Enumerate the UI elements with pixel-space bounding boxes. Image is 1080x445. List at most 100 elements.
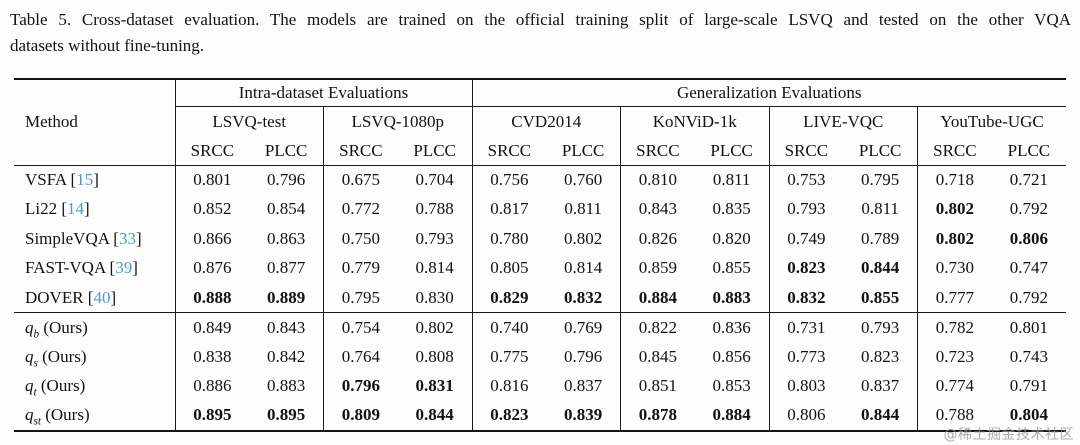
citation-link[interactable]: 39	[115, 258, 133, 278]
metric-value: 0.895	[193, 405, 232, 425]
column-header-srcc: SRCC	[620, 137, 695, 166]
citation-bracket: ]	[93, 170, 99, 189]
metric-value: 0.829	[490, 287, 529, 307]
metric-value: 0.843	[249, 312, 325, 342]
metric-value: 0.780	[490, 228, 529, 248]
caption-line-2: datasets without fine-tuning.	[10, 35, 205, 55]
metric-value: 0.802	[546, 224, 622, 254]
metric-value: 0.854	[249, 194, 325, 224]
metric-value: 0.793	[787, 199, 826, 219]
column-header-plcc: PLCC	[694, 137, 770, 166]
column-header-srcc: SRCC	[323, 137, 398, 166]
method-label: VSFA [15]	[14, 165, 176, 195]
metric-value: 0.788	[397, 194, 473, 224]
method-label: qst (Ours)	[14, 401, 176, 431]
metric-value: 0.802	[935, 199, 974, 219]
method-math-symbol: q	[25, 346, 34, 366]
metric-value: 0.731	[769, 312, 844, 342]
metric-value: 0.826	[638, 228, 677, 248]
table-row: qs (Ours) 0.838 0.842 0.764 0.808 0.775 0.796 0…	[14, 342, 1066, 372]
metric-value: 0.811	[694, 165, 770, 195]
table-row: FAST-VQA [39] 0.876 0.877 0.779 0.814 0.805 0.…	[14, 253, 1066, 283]
metric-value: 0.804	[1009, 405, 1048, 425]
metric-value: 0.743	[1009, 346, 1048, 366]
metric-value: 0.855	[694, 253, 770, 283]
metric-value: 0.782	[917, 312, 992, 342]
metric-value: 0.704	[397, 165, 473, 195]
metric-value: 0.831	[397, 371, 473, 401]
method-ours-note: (Ours)	[36, 376, 86, 396]
table-caption: Table 5. Cross-dataset evaluation. The m…	[10, 7, 1071, 58]
method-math-symbol: q	[25, 376, 34, 396]
metric-value: 0.823	[843, 342, 919, 372]
metric-value: 0.810	[638, 170, 677, 189]
metric-value: 0.876	[193, 258, 232, 278]
citation-bracket: ]	[84, 199, 90, 219]
table-row: DOVER [40] 0.888 0.889 0.795 0.830 0.829 0.832…	[14, 283, 1066, 313]
metric-value: 0.808	[397, 342, 473, 372]
method-math-subscript: b	[33, 327, 40, 340]
table-header: Method Intra-dataset Evaluations General…	[14, 79, 1066, 166]
citation-link[interactable]: 40	[93, 287, 111, 307]
column-header-youtube-ugc: YouTube-UGC	[940, 111, 1044, 131]
method-label: DOVER [40]	[14, 283, 176, 313]
metric-value: 0.823	[490, 405, 529, 425]
method-name: FAST-VQA [	[25, 258, 116, 278]
metric-value: 0.837	[546, 371, 622, 401]
column-header-srcc: SRCC	[175, 137, 250, 166]
table-body: VSFA [15] 0.801 0.796 0.675 0.704 0.756 0.760 0…	[14, 165, 1066, 431]
group-header-row: Method Intra-dataset Evaluations General…	[14, 79, 1066, 166]
column-group-intra-dataset: Intra-dataset Evaluations	[175, 79, 473, 107]
metric-value: 0.811	[546, 194, 622, 224]
metric-value: 0.832	[546, 283, 622, 313]
column-header-plcc: PLCC	[991, 137, 1066, 166]
metric-value: 0.849	[175, 312, 250, 342]
metric-value: 0.802	[935, 228, 974, 248]
citation-link[interactable]: 14	[67, 199, 85, 219]
column-header-plcc: PLCC	[843, 137, 919, 166]
column-header-method: Method	[14, 79, 176, 166]
column-header-lsvq-1080p: LSVQ-1080p	[323, 106, 473, 137]
method-label: qt (Ours)	[14, 371, 176, 401]
metric-value: 0.796	[341, 376, 380, 396]
metric-value: 0.832	[787, 287, 826, 307]
metric-value: 0.769	[546, 312, 622, 342]
metric-value: 0.806	[1009, 228, 1048, 248]
metric-value: 0.895	[249, 401, 325, 431]
method-name: Li22 [	[25, 199, 68, 219]
metric-value: 0.788	[935, 405, 974, 425]
metric-value: 0.839	[546, 401, 622, 431]
method-label: Li22 [14]	[14, 194, 176, 224]
table-row: qst (Ours) 0.895 0.895 0.809 0.844 0.823 0.839…	[14, 401, 1066, 431]
metric-value: 0.795	[341, 287, 380, 307]
method-name: VSFA [	[25, 170, 77, 189]
metric-value: 0.740	[472, 312, 547, 342]
metric-value: 0.779	[341, 258, 380, 278]
metric-value: 0.723	[935, 346, 974, 366]
method-math-subscript: t	[33, 386, 37, 399]
metric-value: 0.889	[249, 283, 325, 313]
metric-value: 0.877	[249, 253, 325, 283]
dataset-header-row: LSVQ-test LSVQ-1080p CVD2014 KoNViD-1k L…	[14, 106, 1066, 137]
metric-value: 0.851	[638, 376, 677, 396]
metric-value: 0.845	[638, 346, 677, 366]
watermark: @稀土掘金技术社区	[943, 427, 1074, 443]
metric-value: 0.884	[638, 287, 677, 307]
table-row: VSFA [15] 0.801 0.796 0.675 0.704 0.756 0.760 0…	[14, 165, 1066, 195]
metric-value: 0.795	[843, 165, 919, 195]
citation-bracket: ]	[132, 258, 138, 278]
metric-value: 0.844	[397, 401, 473, 431]
metric-value: 0.750	[341, 228, 380, 248]
metric-value: 0.886	[193, 376, 232, 396]
method-label: qs (Ours)	[14, 342, 176, 372]
citation-link[interactable]: 33	[118, 228, 136, 248]
citation-link[interactable]: 15	[76, 170, 94, 189]
method-label: FAST-VQA [39]	[14, 253, 176, 283]
method-label: qb (Ours)	[14, 312, 176, 342]
metric-value: 0.721	[1009, 170, 1048, 189]
column-header-srcc: SRCC	[769, 137, 844, 166]
results-table: Method Intra-dataset Evaluations General…	[14, 78, 1066, 432]
metric-value: 0.747	[1009, 258, 1048, 278]
column-header-live-vqc: LIVE-VQC	[769, 106, 918, 137]
metric-value: 0.792	[1009, 287, 1048, 307]
